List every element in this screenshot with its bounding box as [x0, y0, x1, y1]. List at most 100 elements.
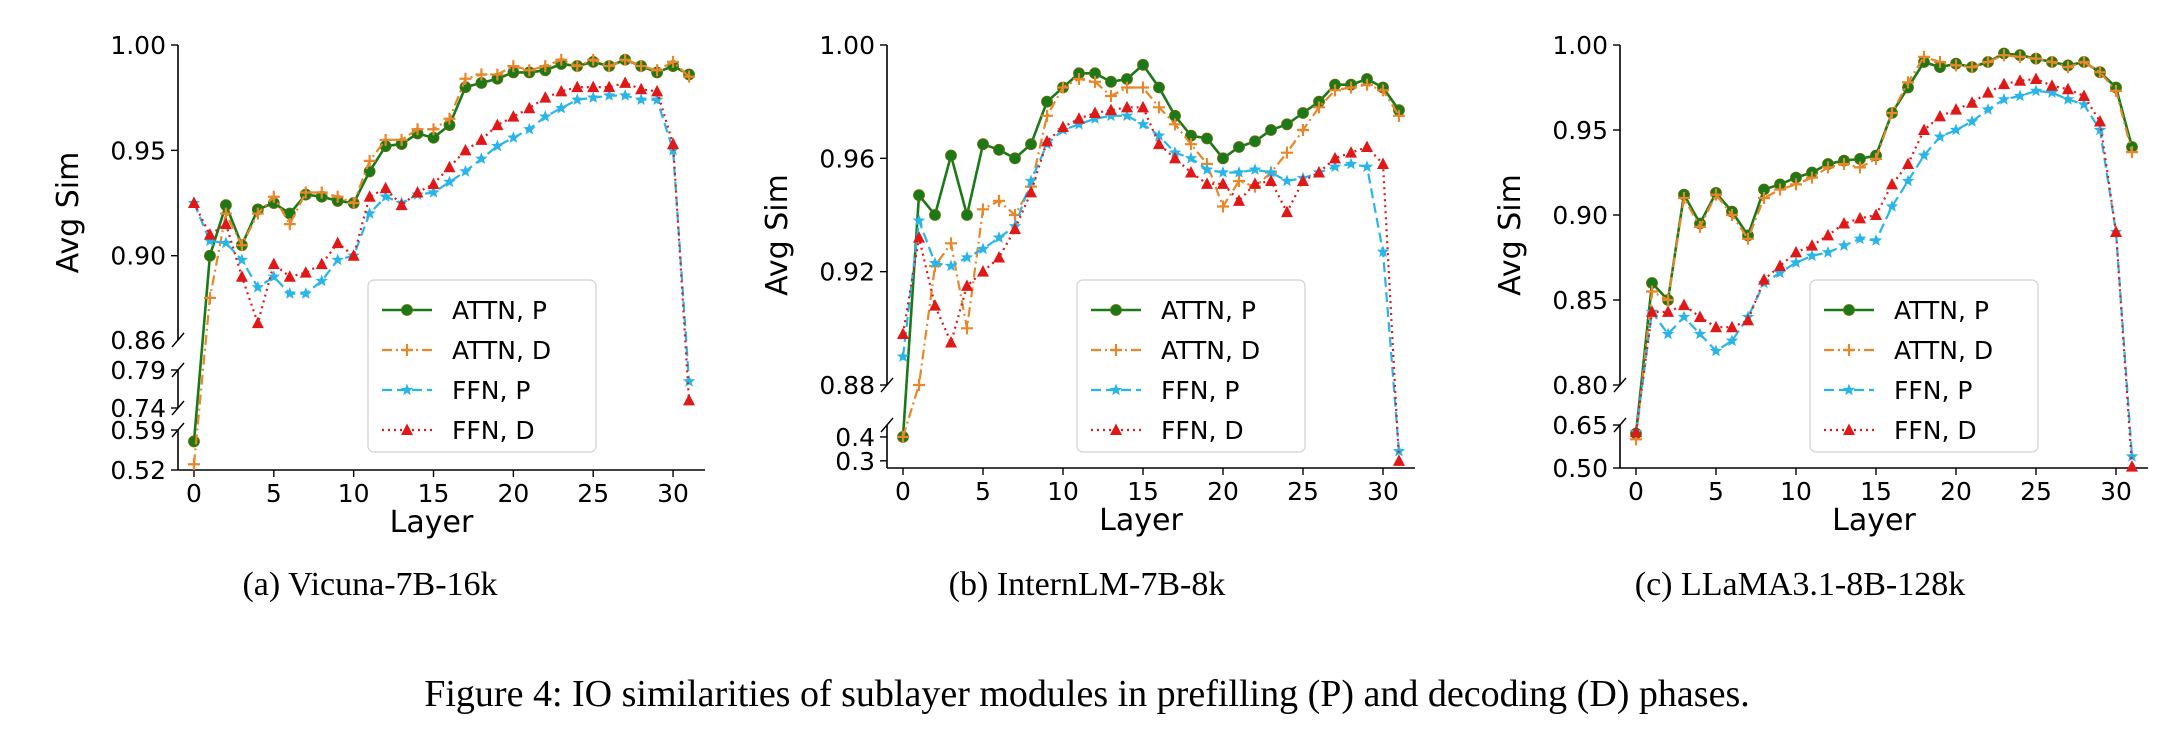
data-point	[1821, 245, 1835, 258]
data-point	[1009, 222, 1021, 235]
y-tick-label: 0.65	[1552, 411, 1608, 440]
data-point	[1233, 194, 1245, 206]
data-point	[1678, 192, 1690, 204]
data-point	[299, 186, 312, 199]
series-line	[901, 77, 1400, 438]
legend-marker	[401, 344, 413, 356]
data-point	[1136, 117, 1150, 130]
data-point	[1726, 320, 1738, 333]
legend-marker	[1843, 304, 1855, 316]
data-point	[1662, 294, 1674, 306]
chart-3: 0.80 0.85 0.90 0.95 1.00 0.50 0.65 0 5 10 15 20 25 30…	[1493, 31, 2148, 603]
data-point	[1072, 117, 1086, 130]
y-tick-label: 0.88	[819, 371, 875, 400]
data-point	[635, 60, 648, 73]
legend: ATTN, P ATTN, D FFN, P FFN, D	[367, 279, 597, 453]
data-point	[2045, 86, 2059, 98]
legend-label: ATTN, D	[452, 336, 551, 365]
chart-1: 0.90 0.95 1.00 0.86 0.74 0.79 0.52 0.59 0 5 10 15 20…	[51, 31, 705, 603]
data-point	[299, 287, 312, 299]
legend-marker	[400, 383, 414, 396]
x-tick-label: 0	[186, 479, 202, 508]
data-point	[1088, 112, 1102, 124]
legend-marker	[1110, 304, 1122, 316]
data-point	[977, 138, 989, 151]
legend-marker	[1110, 423, 1122, 435]
data-point	[603, 60, 616, 73]
data-point	[2030, 52, 2042, 65]
x-tick-label: 10	[1047, 477, 1079, 506]
data-point	[379, 190, 392, 202]
data-point	[977, 265, 989, 277]
legend-marker	[1109, 383, 1123, 396]
data-point	[2094, 115, 2106, 127]
data-point	[1646, 285, 1658, 298]
data-point	[587, 80, 600, 93]
data-point	[555, 101, 568, 114]
data-point	[1677, 310, 1691, 323]
data-point	[1344, 157, 1358, 170]
data-point	[1328, 160, 1342, 173]
subfigure-caption: (a) Vicuna-7B-16k	[242, 566, 497, 603]
data-point	[1185, 138, 1197, 151]
data-point	[992, 231, 1006, 243]
y-tick-label: 0.90	[110, 242, 166, 271]
y-tick-label: 0.92	[819, 258, 875, 287]
data-point	[1249, 135, 1261, 148]
data-point	[928, 256, 942, 269]
data-point	[1837, 239, 1851, 251]
data-point	[1693, 327, 1707, 340]
legend-label: ATTN, D	[1161, 336, 1260, 365]
data-point	[1104, 109, 1118, 122]
x-tick-label: 20	[1207, 477, 1239, 506]
data-point	[188, 435, 200, 448]
data-point	[683, 393, 696, 406]
data-point	[331, 236, 344, 249]
data-point	[603, 89, 616, 101]
data-point	[1232, 166, 1246, 178]
data-point	[2030, 72, 2042, 84]
data-point	[683, 70, 696, 83]
legend: ATTN, P ATTN, D FFN, P FFN, D	[1076, 279, 1306, 453]
data-point	[1854, 161, 1866, 174]
data-point	[1838, 217, 1850, 229]
data-point	[315, 274, 328, 287]
data-point	[539, 60, 552, 73]
data-point	[1885, 200, 1899, 212]
data-point	[523, 101, 536, 114]
data-point	[1121, 100, 1133, 113]
x-tick-label: 5	[266, 479, 282, 508]
legend-box	[367, 279, 597, 453]
data-point	[251, 316, 264, 329]
legend-marker	[401, 423, 413, 435]
data-point	[1789, 256, 1803, 268]
y-tick-label: 0.79	[110, 356, 166, 385]
data-point	[944, 259, 958, 272]
data-point	[1933, 130, 1947, 143]
data-point	[203, 234, 217, 247]
data-point	[1105, 75, 1117, 88]
legend-label: ATTN, P	[452, 296, 547, 325]
data-point	[1773, 266, 1787, 279]
data-point	[912, 214, 926, 226]
data-point	[1137, 58, 1149, 71]
data-point	[1089, 75, 1101, 88]
data-point	[1854, 211, 1866, 224]
data-point	[1886, 177, 1898, 190]
data-point	[443, 160, 456, 173]
data-point	[1265, 124, 1277, 136]
data-point	[1758, 273, 1770, 285]
data-point	[635, 82, 648, 95]
data-point	[993, 251, 1005, 263]
data-point	[523, 64, 536, 77]
data-point	[976, 242, 990, 255]
data-point	[1057, 81, 1069, 94]
data-point	[1153, 81, 1165, 94]
y-tick-label: 0.86	[110, 326, 166, 355]
data-point	[491, 68, 504, 81]
data-point	[299, 266, 312, 278]
data-point	[1806, 171, 1818, 184]
data-point	[523, 122, 536, 135]
data-point	[650, 93, 664, 105]
data-point	[267, 270, 280, 282]
